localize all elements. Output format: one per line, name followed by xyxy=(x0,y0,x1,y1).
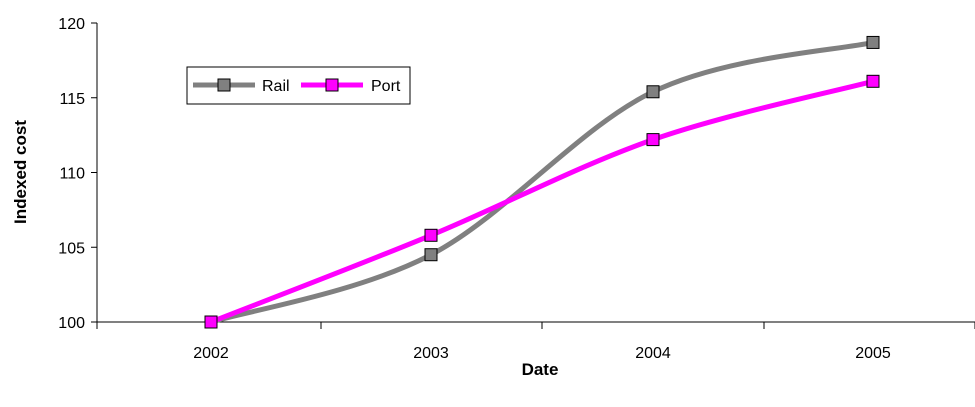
series-layer xyxy=(204,35,880,329)
data-point-rail xyxy=(646,85,660,99)
x-tick-label: 2005 xyxy=(855,345,891,362)
data-point-rail xyxy=(424,248,438,262)
x-axis-title: Date xyxy=(522,360,559,379)
x-tick-label: 2002 xyxy=(193,345,229,362)
x-axis: 2002 2003 2004 2005 xyxy=(96,321,975,362)
series-line-port xyxy=(208,78,876,325)
series-line-rail xyxy=(208,39,876,325)
y-tick-label: 100 xyxy=(58,315,85,332)
legend-marker-rail xyxy=(217,78,231,92)
y-tick-label: 110 xyxy=(59,166,85,183)
y-axis-title: Indexed cost xyxy=(11,120,30,224)
legend-marker-port xyxy=(325,78,339,92)
legend: Rail Port xyxy=(186,66,411,105)
y-tick-label: 115 xyxy=(59,91,85,108)
y-tick-label: 120 xyxy=(58,16,85,33)
legend-label-rail: Rail xyxy=(262,78,290,95)
data-point-port xyxy=(204,315,218,329)
legend-label-port: Port xyxy=(371,78,401,95)
data-point-port xyxy=(424,228,438,242)
x-tick-label: 2003 xyxy=(413,345,449,362)
data-point-port xyxy=(646,133,660,147)
x-tick-label: 2004 xyxy=(635,345,671,362)
data-point-port xyxy=(866,74,880,88)
y-tick-label: 105 xyxy=(58,240,85,257)
y-axis: 100 105 110 115 120 xyxy=(58,16,98,332)
data-point-rail xyxy=(866,35,880,49)
